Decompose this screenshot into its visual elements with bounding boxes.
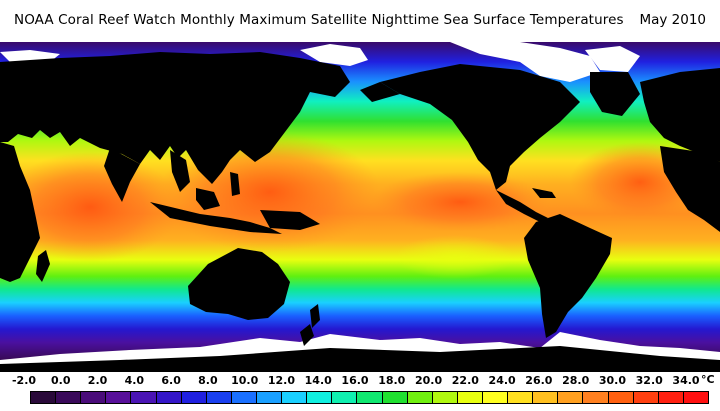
alaska-peninsula xyxy=(360,82,400,102)
eurasia-east xyxy=(0,52,350,184)
legend-swatch xyxy=(181,392,207,403)
legend-swatch xyxy=(583,392,609,403)
arctic-ice-canada xyxy=(450,42,600,82)
legend-tick-label: 18.0 xyxy=(378,374,406,387)
legend-swatch xyxy=(231,392,257,403)
legend-tick-label: 22.0 xyxy=(451,374,479,387)
legend-tick-label: 16.0 xyxy=(341,374,369,387)
east-pacific-warm-band xyxy=(370,172,550,232)
india xyxy=(104,148,140,202)
japan xyxy=(236,102,256,140)
legend-tick-label: 10.0 xyxy=(231,374,259,387)
legend-tick-label: 20.0 xyxy=(414,374,443,387)
legend-tick-label: 2.0 xyxy=(87,374,108,387)
cuba xyxy=(532,188,556,198)
date-label: May 2010 xyxy=(639,12,706,28)
legend-swatch xyxy=(282,392,308,403)
north-america xyxy=(380,64,580,190)
borneo xyxy=(196,188,220,210)
legend-swatch xyxy=(332,392,358,403)
greenland-ice xyxy=(585,46,640,72)
legend-swatch xyxy=(407,392,433,403)
madagascar xyxy=(36,250,50,282)
legend-swatch xyxy=(106,392,132,403)
greenland xyxy=(590,72,640,116)
legend-tick-label: 14.0 xyxy=(304,374,332,387)
indochina xyxy=(170,150,190,192)
legend-swatch xyxy=(658,392,684,403)
sst-world-map xyxy=(0,42,720,372)
legend-swatch xyxy=(382,392,408,403)
temperature-legend: -2.0 0.0 2.0 4.0 6.0 8.0 10.0 12.0 14.0 16.0 18.0 2… xyxy=(0,372,720,411)
legend-swatch xyxy=(633,392,659,403)
legend-swatch xyxy=(131,392,157,403)
australia xyxy=(188,248,290,320)
central-america xyxy=(496,190,548,222)
legend-tick-label: 32.0 xyxy=(635,374,663,387)
legend-swatch xyxy=(31,392,57,403)
iceland xyxy=(650,88,664,98)
legend-tick-label: 4.0 xyxy=(124,374,145,387)
legend-tick-label: 12.0 xyxy=(267,374,296,387)
indian-ocean-warm-pool xyxy=(0,152,180,262)
legend-swatch xyxy=(683,392,708,403)
legend-tick-label: 6.0 xyxy=(161,374,181,387)
legend-color-bar xyxy=(30,391,709,404)
legend-tick-label: 30.0 xyxy=(598,374,627,387)
title-bar: NOAA Coral Reef Watch Monthly Maximum Sa… xyxy=(0,0,720,42)
legend-tick-label: 0.0 xyxy=(51,374,71,387)
legend-swatch xyxy=(81,392,107,403)
south-america xyxy=(524,214,612,338)
legend-swatch xyxy=(156,392,182,403)
legend-tick-label: 34.0 xyxy=(672,374,700,387)
legend-swatch xyxy=(357,392,383,403)
new-guinea xyxy=(260,210,320,230)
legend-swatch xyxy=(508,392,534,403)
legend-tick-label: 26.0 xyxy=(525,374,553,387)
new-zealand xyxy=(300,304,320,346)
east-pacific-cold-tongue xyxy=(395,235,515,279)
legend-swatch xyxy=(307,392,333,403)
legend-unit-label: °C xyxy=(701,373,715,386)
africa-west xyxy=(660,146,720,232)
legend-swatch xyxy=(457,392,483,403)
legend-tick-label: -2.0 xyxy=(11,374,37,387)
legend-swatch xyxy=(533,392,559,403)
legend-swatch xyxy=(608,392,634,403)
legend-tick-labels: -2.0 0.0 2.0 4.0 6.0 8.0 10.0 12.0 14.0 16.0 18.0 2… xyxy=(0,373,720,390)
legend-tick-label: 8.0 xyxy=(198,374,218,387)
philippines xyxy=(230,172,240,196)
indonesia-islands xyxy=(150,202,282,234)
legend-swatch xyxy=(206,392,232,403)
page-title: NOAA Coral Reef Watch Monthly Maximum Sa… xyxy=(14,12,624,28)
sst-map-svg xyxy=(0,42,720,372)
africa-east xyxy=(0,142,40,282)
legend-swatch xyxy=(482,392,509,403)
antarctica-land xyxy=(0,346,720,372)
legend-tick-label: 24.0 xyxy=(488,374,516,387)
legend-swatch xyxy=(256,392,283,403)
arctic-ice-east-siberia xyxy=(300,44,368,66)
legend-swatch xyxy=(432,392,458,403)
legend-swatch xyxy=(558,392,584,403)
legend-tick-label: 28.0 xyxy=(562,374,590,387)
legend-swatch xyxy=(56,392,82,403)
